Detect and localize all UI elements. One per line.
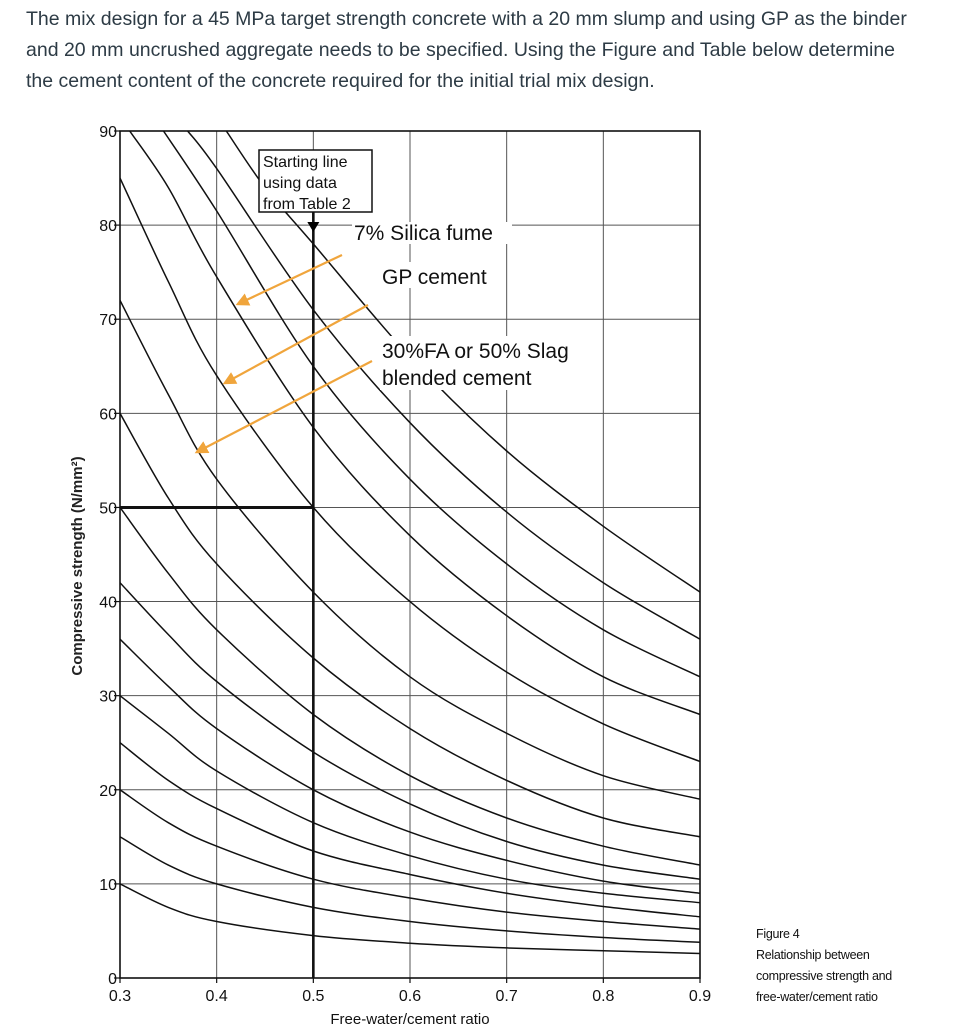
x-tick-label: 0.5 [302,988,324,1005]
gp-cement-label: GP cement [382,266,487,289]
strength-curve-10 [120,300,700,800]
blended-cement-label-2: blended cement [382,367,532,390]
y-tick-label: 90 [99,124,117,141]
strength-curve-3 [120,789,700,930]
x-tick-label: 0.9 [689,988,711,1005]
y-tick-label: 60 [99,406,117,423]
x-tick-label: 0.8 [592,988,614,1005]
x-axis-label: Free-water/cement ratio [330,1011,489,1024]
x-tick-label: 0.3 [109,988,131,1005]
strength-curve-9 [120,412,700,838]
strength-curve-5 [120,695,700,904]
starting-line-arrowhead [307,222,320,232]
y-axis-label: Compressive strength (N/mm²) [69,456,86,675]
plot-frame [119,130,701,979]
y-tick-label: 10 [99,877,117,894]
curves [120,131,700,955]
caption-line-3: free-water/cement ratio [756,990,878,1004]
blend-label-bg [380,336,594,390]
x-tick-label: 0.4 [206,988,228,1005]
strength-curve-1 [120,883,700,955]
strength-curve-14 [187,131,700,640]
y-tick-label: 30 [99,689,117,706]
strength-curve-2 [120,836,700,943]
starting-line-box [258,149,373,213]
starting-line-text-3: from Table 2 [263,196,351,213]
blended-cement-label-1: 30%FA or 50% Slag [382,340,569,363]
caption-line-2: compressive strength and [756,969,892,983]
y-tick-label: 50 [99,500,117,517]
gp-label-bg [380,262,500,288]
question-text: The mix design for a 45 MPa target stren… [26,8,907,92]
figure-caption: Figure 4 Relationship between compressiv… [756,924,956,1008]
orange-arrow-2 [222,304,369,385]
y-tick-label: 80 [99,218,117,235]
caption-line-1: Relationship between [756,948,870,962]
x-tick-label: 0.6 [399,988,421,1005]
strength-curve-12 [129,131,700,716]
orange-arrow-1 [235,254,343,306]
orange-arrow-3 [194,360,373,454]
y-tick-label: 20 [99,783,117,800]
silica-fume-label: 7% Silica fume [354,222,493,245]
strength-curve-8 [120,506,700,866]
strength-curve-11 [120,177,700,763]
grid [119,130,701,979]
starting-line-text-2: using data [263,175,337,192]
y-tick-label: 0 [108,971,117,988]
x-tick-label: 0.7 [496,988,518,1005]
silica-label-bg [352,222,512,244]
figure-number: Figure 4 [756,927,800,941]
axes [114,130,701,983]
tick-labels: 0 10 20 30 40 50 60 70 80 90 0.3 0.4 0.5 0.6 0.7 0.8 0.9 [99,124,711,1005]
orange-arrows [194,254,373,454]
strength-curve-4 [120,742,700,918]
starting-line-text-1: Starting line [263,154,348,171]
strength-curve-6 [120,638,700,895]
y-tick-label: 40 [99,595,117,612]
strength-curve-13 [162,131,700,678]
strength-curve-7 [120,582,700,880]
y-tick-label: 70 [99,312,117,329]
